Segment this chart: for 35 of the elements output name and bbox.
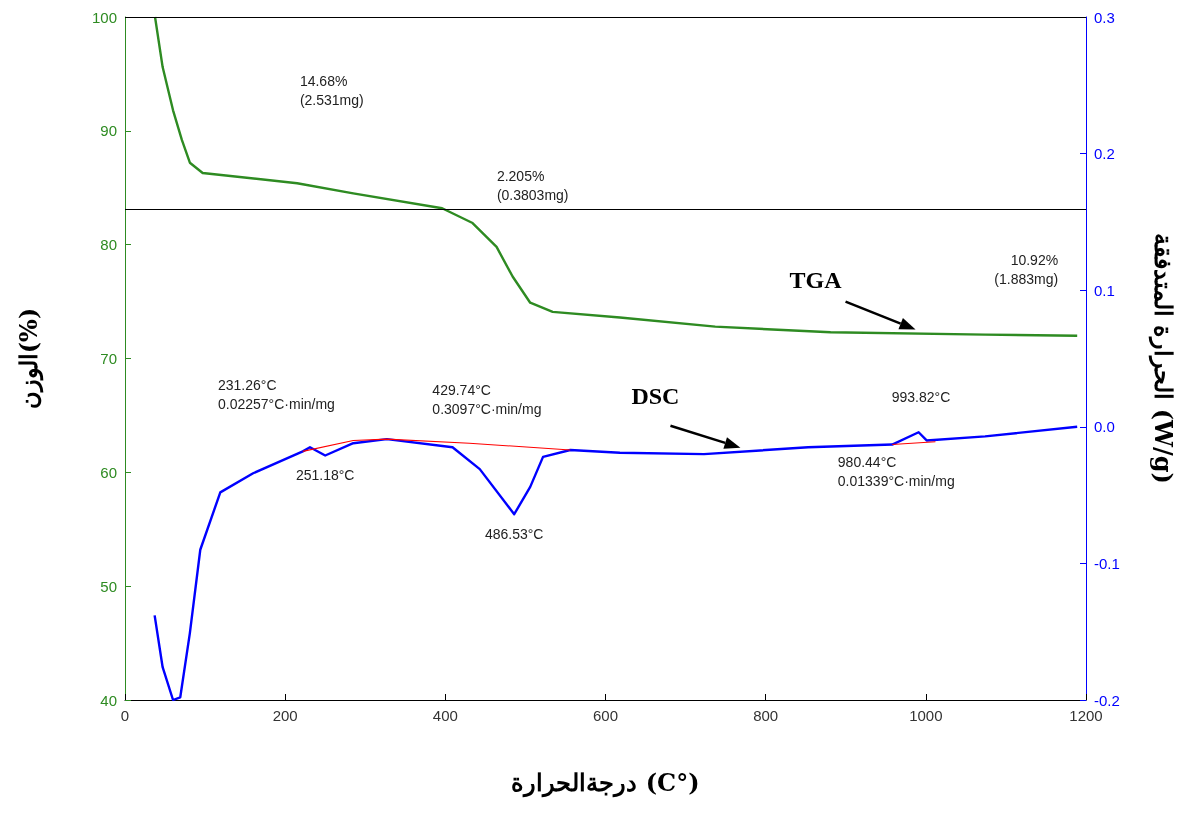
x-tick-label: 1000	[909, 707, 943, 724]
y2-tick-label: -0.1	[1094, 554, 1120, 572]
x-axis-title: درجةالحرارة (C°)	[511, 767, 700, 798]
annotation: 10.92% (1.883mg)	[994, 252, 1059, 288]
line-series	[153, 15, 1079, 337]
x-tick-label: 1200	[1069, 707, 1103, 724]
y2-tick-label: 0.1	[1094, 281, 1115, 299]
y-tick-label: 70	[100, 350, 117, 367]
annotation: 486.53°C	[484, 525, 544, 542]
annotation: 429.74°C 0.3097°C·min/mg	[432, 382, 542, 418]
y-axis-title: الوزن(%)	[13, 307, 44, 410]
annotation: 2.205% (0.3803mg)	[496, 167, 569, 203]
annotation: 993.82°C	[891, 388, 951, 405]
y-tick-label: 100	[91, 8, 117, 26]
annotation: 980.44°C 0.01339°C·min/mg	[837, 454, 955, 490]
y2-tick-label: 0.2	[1094, 145, 1115, 163]
y2-axis-title: الحرارة المتدفقة (W/g)	[1147, 233, 1178, 484]
series-label: DSC	[631, 382, 680, 409]
annotation: 14.68% (2.531mg)	[299, 72, 364, 108]
x-tick-label: 400	[432, 707, 458, 724]
y-tick-label: 60	[100, 463, 117, 481]
annotation: 231.26°C 0.02257°C·min/mg	[217, 376, 335, 412]
x-tick-label: 600	[592, 707, 619, 724]
y-tick-label: 90	[100, 122, 117, 140]
y-tick-label: 80	[100, 236, 117, 254]
x-tick-label: 800	[753, 707, 779, 724]
annotation: 251.18°C	[295, 466, 355, 483]
y-tick-label: 40	[100, 691, 117, 709]
y2-tick-label: 0.0	[1094, 418, 1115, 436]
y2-tick-label: -0.2	[1094, 691, 1120, 709]
x-tick-label: 200	[272, 707, 298, 724]
series-label: TGA	[789, 266, 843, 293]
y-tick-label: 50	[100, 577, 117, 595]
y2-tick-label: 0.3	[1094, 8, 1115, 26]
x-tick-label: 0	[120, 707, 130, 724]
